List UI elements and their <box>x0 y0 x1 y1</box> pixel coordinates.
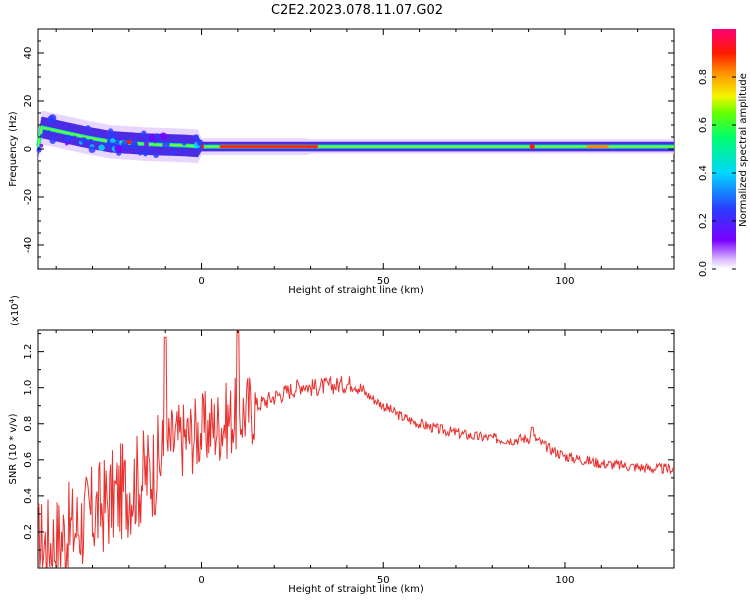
spectrogram-blob <box>165 152 169 156</box>
spectrogram-marks <box>36 110 674 164</box>
x-tick-label: 50 <box>377 575 390 586</box>
y-tick-label: 0.2 <box>23 524 34 540</box>
y-tick-label: -40 <box>23 237 34 253</box>
top-x-ticks: 0 50 100 <box>55 29 675 287</box>
spectrogram-blob <box>46 130 51 135</box>
spectrogram-blob <box>36 147 42 153</box>
spectrogram-blob <box>171 150 177 156</box>
spectrogram-blob <box>85 125 91 131</box>
x-tick-label: 100 <box>555 276 574 287</box>
y-tick-label: 0.8 <box>23 416 34 432</box>
spectrogram-blob <box>193 134 199 140</box>
bottom-y-axis-label: SNR (10 * v/v) <box>8 413 19 484</box>
spectrogram-blob <box>120 140 129 149</box>
spectrogram-blob <box>142 150 148 156</box>
colorbar-ticks: 0.0 0.2 0.4 0.6 0.8 <box>698 69 736 277</box>
spectrogram-blob <box>141 130 147 136</box>
spectrogram-blob <box>48 118 53 122</box>
colorbar-label: Normalized spectral amplitude <box>738 73 749 227</box>
colorbar-tick-label: 0.0 <box>698 261 709 277</box>
spectrogram-blob <box>130 140 138 148</box>
x-tick-label: 50 <box>377 276 390 287</box>
spectrogram-blob <box>65 141 69 146</box>
spectrogram-blob <box>153 152 159 158</box>
spectrogram-blob <box>182 149 187 154</box>
bottom-x-ticks: 0 50 100 <box>55 330 675 586</box>
spectrogram-blob <box>88 146 96 154</box>
colorbar-tick-label: 0.4 <box>698 165 709 181</box>
snr-plot-area <box>37 329 675 569</box>
y-tick-label: 1.2 <box>23 344 34 360</box>
y-tick-label: 0 <box>23 146 34 152</box>
spectrogram-blob <box>39 134 44 138</box>
x-tick-label: 0 <box>198 575 204 586</box>
figure-title: C2E2.2023.078.11.07.G02 <box>271 3 443 18</box>
spectrogram-blob <box>49 137 56 144</box>
spectrogram-blob <box>196 139 204 146</box>
y-tick-label: 0.6 <box>23 452 34 468</box>
spectrogram-blob <box>110 138 116 144</box>
spectrogram-blob <box>63 137 68 143</box>
spectrogram-blob <box>138 151 142 156</box>
spectrogram-blob <box>98 144 105 151</box>
y-tick-label: -20 <box>23 189 34 205</box>
colorbar-gradient <box>712 29 736 269</box>
top-x-axis-label: Height of straight line (km) <box>288 285 424 296</box>
spectrogram-blob <box>143 141 149 147</box>
spectrogram-blob <box>159 132 168 140</box>
top-y-ticks: -40 -20 0 20 40 <box>23 40 674 258</box>
spectrogram-blob <box>39 143 44 148</box>
y-tick-label: 20 <box>23 95 34 108</box>
colorbar: 0.0 0.2 0.4 0.6 0.8 Normalized spectral ampl… <box>698 29 749 277</box>
spectrogram-blob <box>108 132 116 140</box>
bottom-x-axis-label: Height of straight line (km) <box>288 584 424 595</box>
spectrogram-blob <box>126 136 130 141</box>
spectrogram-blob <box>88 139 94 144</box>
spectrogram-hot-spot <box>529 144 535 150</box>
spectrogram-blob <box>108 128 114 134</box>
colorbar-tick-label: 0.8 <box>698 69 709 85</box>
spectrogram-blob <box>80 137 87 144</box>
colorbar-tick-label: 0.2 <box>698 213 709 229</box>
snr-panel: 0 50 100 0.2 0.4 0.6 0.8 1.0 1.2 Height of stra… <box>8 295 675 595</box>
spectrogram-blob <box>72 135 77 140</box>
top-y-axis-label: Frequency (Hz) <box>8 111 19 187</box>
spectrogram-blob <box>154 133 160 139</box>
x-tick-label: 100 <box>555 575 574 586</box>
spectrogram-blob <box>140 134 144 138</box>
spectrogram-blob <box>114 144 123 153</box>
y-tick-label: 0.4 <box>23 488 34 504</box>
spectrogram-blob <box>158 139 162 143</box>
x-tick-label: 0 <box>198 276 204 287</box>
y-multiplier-label: (x104) <box>8 295 21 326</box>
spectrogram-panel: 0 50 100 -40 -20 0 20 40 Height of straight li… <box>8 28 675 296</box>
spectrogram-blob <box>162 141 170 149</box>
bottom-y-ticks: 0.2 0.4 0.6 0.8 1.0 1.2 <box>23 333 674 551</box>
snr-series-line <box>37 329 675 568</box>
colorbar-tick-label: 0.6 <box>698 117 709 133</box>
y-tick-label: 1.0 <box>23 380 34 396</box>
y-tick-label: 40 <box>23 47 34 60</box>
spectrogram-blob <box>182 141 187 146</box>
